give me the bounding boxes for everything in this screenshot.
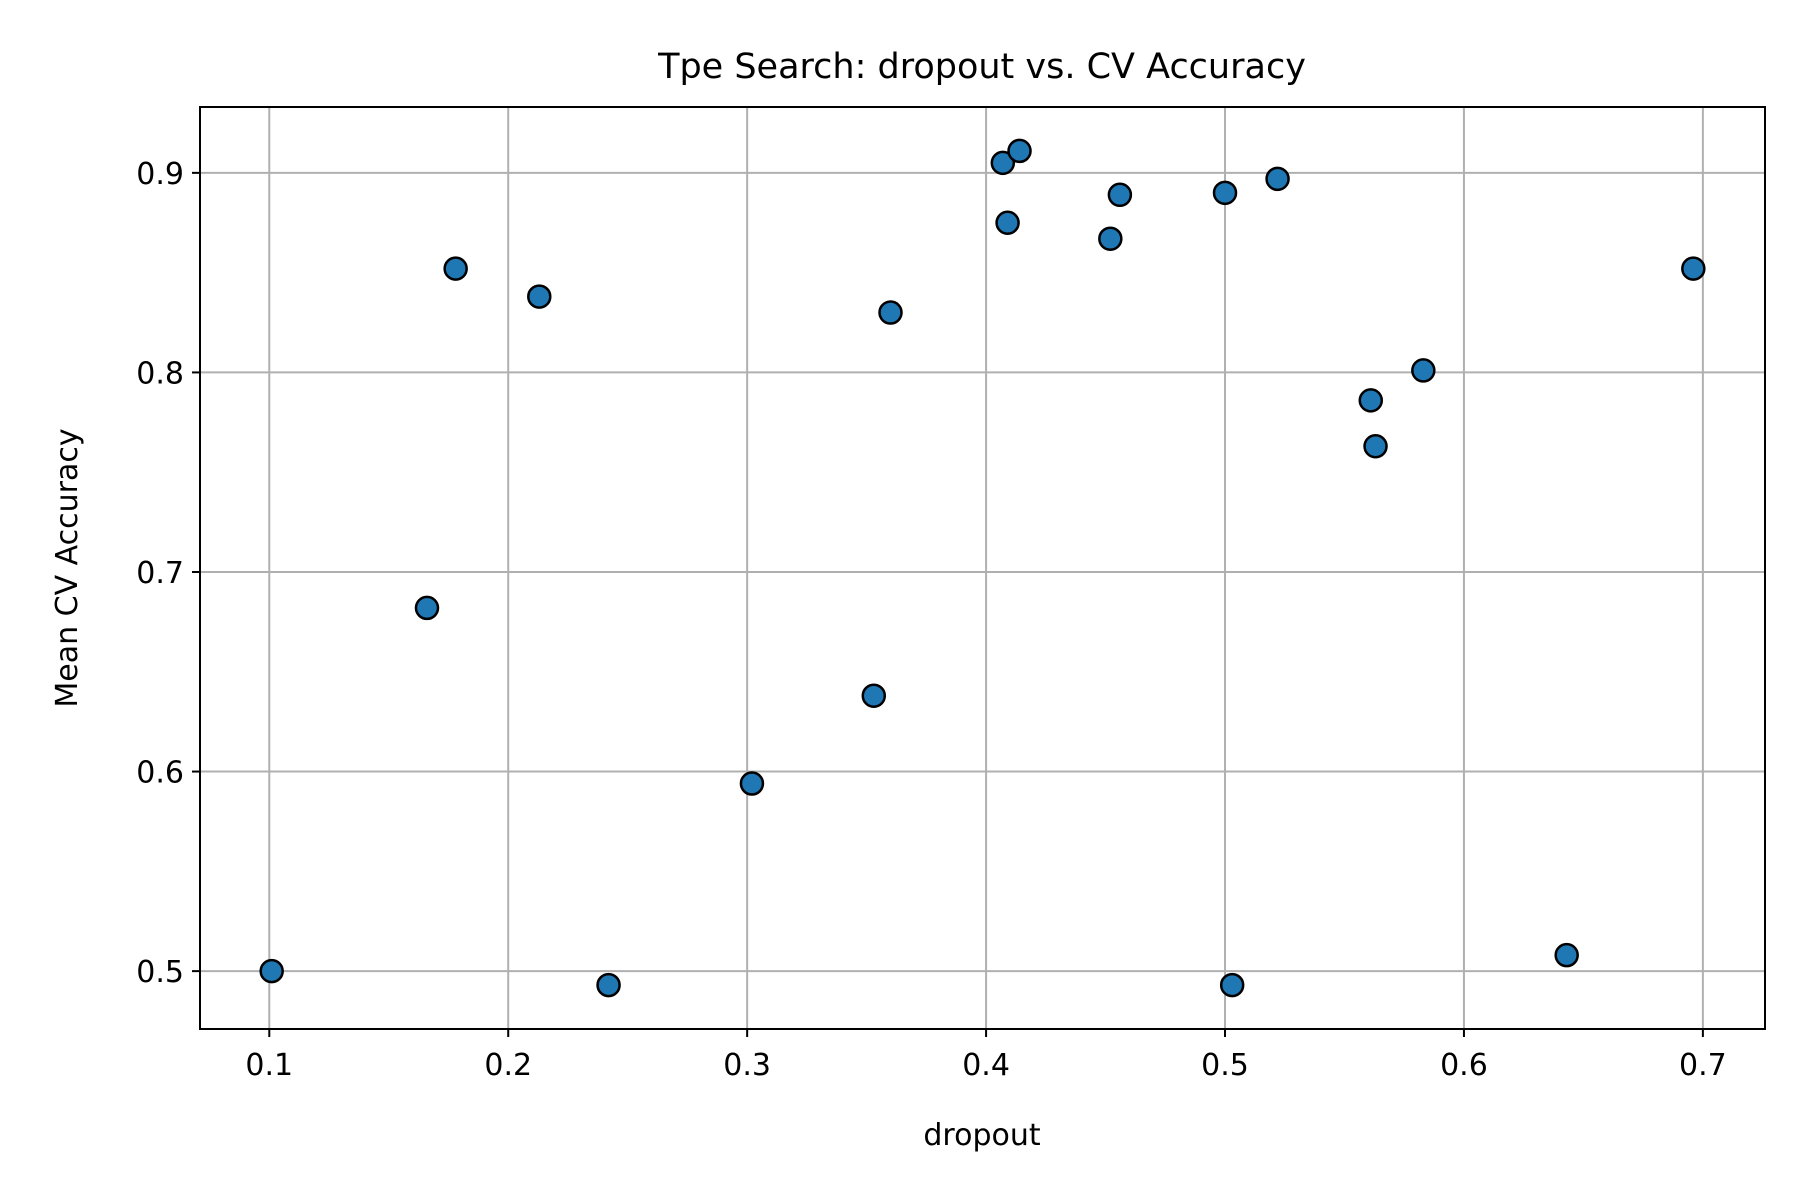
scatter-point — [1265, 166, 1290, 192]
x-tick-label: 0.5 — [1201, 1048, 1249, 1083]
y-tick-label: 0.5 — [136, 955, 184, 990]
scatter-point — [527, 284, 552, 309]
scatter-point — [1554, 942, 1579, 968]
x-tick-label: 0.2 — [484, 1048, 532, 1083]
scatter-point — [596, 972, 621, 998]
y-tick-label: 0.7 — [136, 556, 184, 591]
scatter-point — [878, 300, 903, 325]
chart-title: Tpe Search: dropout vs. CV Accuracy — [657, 47, 1306, 87]
scatter-point — [1358, 388, 1384, 413]
scatter-point — [259, 958, 284, 984]
scatter-point — [861, 683, 887, 708]
y-axis-label: Mean CV Accuracy — [50, 428, 85, 707]
x-tick-label: 0.6 — [1440, 1048, 1488, 1083]
scatter-point — [739, 771, 765, 796]
grid-lines — [200, 107, 1765, 1029]
scatter-point — [1212, 180, 1238, 206]
x-axis-label: dropout — [923, 1118, 1040, 1153]
y-axis-ticks: 0.5 0.6 0.7 0.8 0.9 — [136, 157, 200, 990]
data-points — [259, 138, 1706, 998]
plot-area-frame — [199, 106, 1766, 1030]
y-tick-label: 0.6 — [136, 756, 184, 791]
scatter-point — [1107, 182, 1133, 208]
scatter-point — [1098, 226, 1123, 251]
scatter-point — [990, 150, 1016, 176]
y-tick-label: 0.9 — [136, 157, 184, 192]
x-axis-ticks: 0.1 0.2 0.3 0.4 0.5 0.6 0.7 — [245, 1029, 1727, 1083]
scatter-point — [1363, 434, 1388, 459]
x-tick-label: 0.3 — [723, 1048, 771, 1083]
scatter-point — [443, 256, 468, 281]
x-tick-label: 0.4 — [962, 1048, 1010, 1083]
scatter-point — [1219, 972, 1245, 998]
scatter-point — [1411, 358, 1436, 383]
y-tick-label: 0.8 — [136, 356, 184, 391]
x-tick-label: 0.7 — [1679, 1048, 1727, 1083]
scatter-point — [995, 210, 1020, 235]
scatter-point — [414, 595, 440, 621]
scatter-point — [1007, 138, 1032, 164]
x-tick-label: 0.1 — [245, 1048, 293, 1083]
scatter-point — [1681, 256, 1706, 281]
